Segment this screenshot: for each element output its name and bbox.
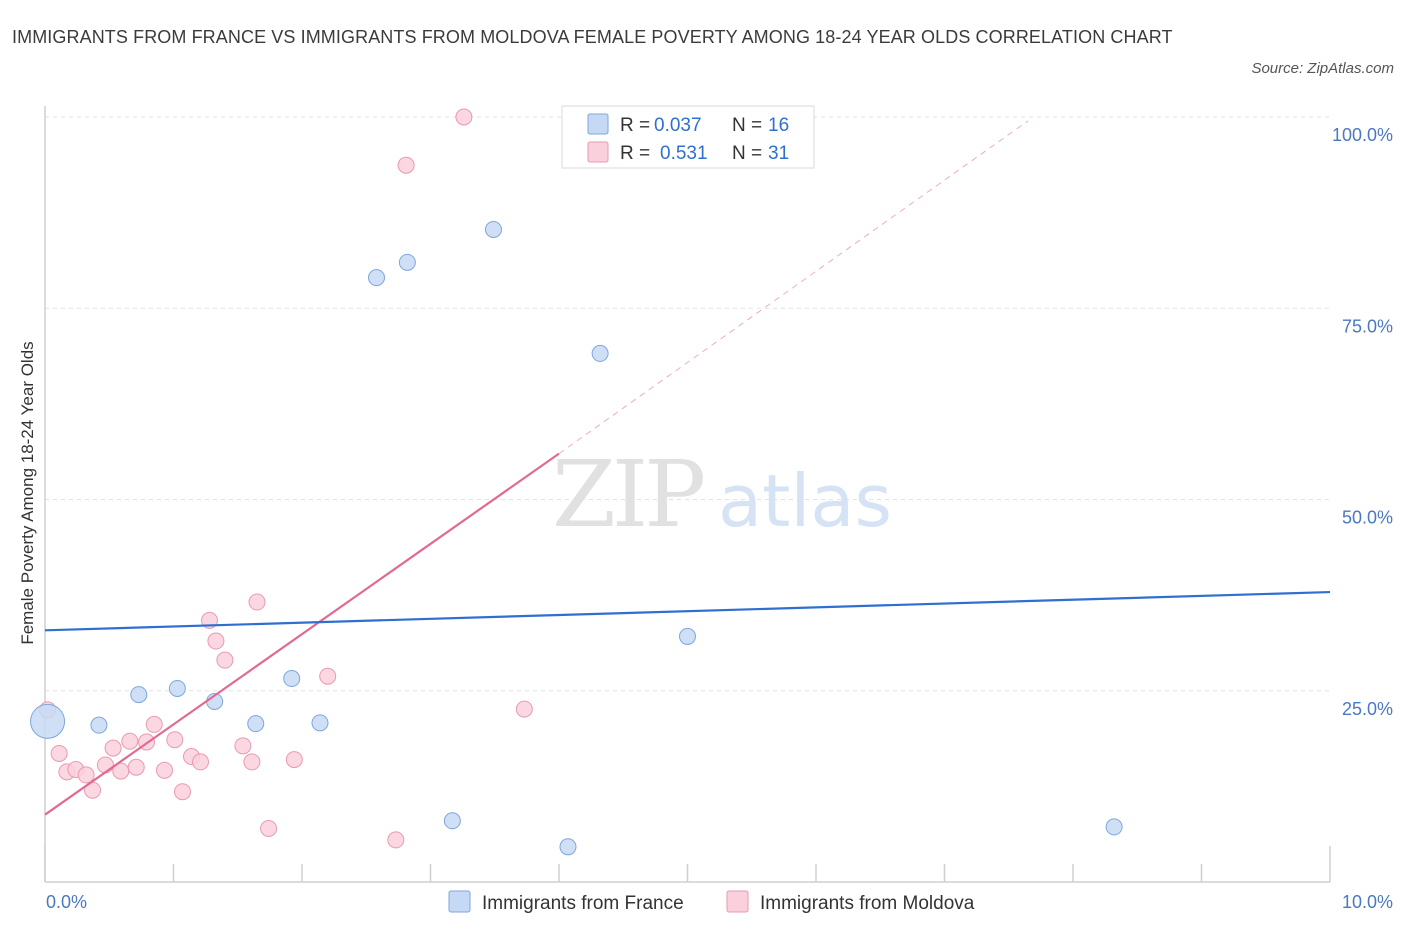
- point-france-8: [368, 269, 386, 287]
- point-moldova-10: [127, 758, 145, 776]
- point-france-9: [398, 253, 416, 271]
- point-france-5: [247, 715, 265, 733]
- point-france-3: [168, 679, 186, 697]
- chart-title: IMMIGRANTS FROM FRANCE VS IMMIGRANTS FRO…: [12, 27, 1173, 47]
- y-tick-label-0: 25.0%: [1342, 699, 1393, 719]
- trend-line-moldova-extension: [558, 120, 1029, 455]
- point-moldova-20: [216, 651, 234, 669]
- watermark-atlas: atlas: [718, 459, 892, 543]
- y-tick-labels: 25.0% 50.0% 75.0% 100.0%: [1332, 125, 1393, 719]
- watermark-zip: ZIP: [552, 441, 703, 548]
- point-moldova-28: [397, 156, 415, 174]
- legend-bottom: Immigrants from France Immigrants from M…: [448, 890, 975, 914]
- point-france-13: [443, 812, 461, 830]
- legend-top: R = 0.037 N = 16 R = 0.531 N = 31: [561, 105, 815, 169]
- y-axis-title: Female Poverty Among 18-24 Year Olds: [18, 341, 37, 644]
- chart-source: Source: ZipAtlas.com: [1251, 60, 1394, 77]
- legend-swatch-moldova: [587, 141, 609, 163]
- legend-moldova-n-label: N =: [732, 143, 767, 164]
- point-moldova-27: [387, 831, 405, 849]
- point-moldova-14: [166, 731, 184, 749]
- point-moldova-9: [121, 732, 139, 750]
- point-moldova-23: [248, 593, 266, 611]
- point-moldova-24: [260, 819, 278, 837]
- point-moldova-21: [234, 737, 252, 755]
- point-moldova-12: [145, 715, 163, 733]
- point-france-2: [130, 686, 148, 704]
- legend-france-n-value: 16: [768, 115, 789, 136]
- point-france-6: [283, 670, 301, 688]
- y-tick-label-1: 50.0%: [1342, 508, 1393, 528]
- x-tick-labels: 0.0% 10.0%: [46, 892, 1393, 912]
- point-moldova-30: [515, 700, 533, 718]
- legend-bottom-label-moldova: Immigrants from Moldova: [760, 893, 975, 914]
- point-moldova-1: [50, 744, 68, 762]
- point-france-7: [311, 714, 329, 732]
- point-france-14: [559, 838, 577, 856]
- y-tick-label-2: 75.0%: [1342, 316, 1393, 336]
- point-france-0: [30, 703, 66, 739]
- legend-moldova-r-label: R =: [620, 143, 655, 164]
- point-moldova-7: [104, 739, 122, 757]
- trend-line-moldova: [44, 452, 560, 816]
- point-moldova-15: [173, 783, 191, 801]
- trend-lines: [558, 120, 1029, 455]
- point-moldova-22: [243, 753, 261, 771]
- point-moldova-17: [191, 753, 209, 771]
- legend-france-n-label: N =: [732, 115, 767, 136]
- point-moldova-13: [156, 761, 174, 779]
- legend-bottom-swatch-france: [448, 890, 471, 913]
- legend-france-r-value: 0.037: [654, 115, 702, 136]
- point-moldova-25: [285, 751, 303, 769]
- point-moldova-19: [207, 632, 225, 650]
- point-moldova-26: [319, 667, 337, 685]
- legend-france-r-label: R =: [620, 115, 655, 136]
- point-moldova-6: [96, 756, 114, 774]
- x-tick-label-0: 0.0%: [46, 892, 87, 912]
- legend-swatch-france: [587, 113, 609, 135]
- point-france-11: [591, 344, 609, 362]
- data-points: [30, 108, 1331, 856]
- point-moldova-29: [455, 108, 473, 126]
- trend-line-france: [44, 590, 1331, 632]
- point-france-15: [1105, 818, 1123, 836]
- x-tick-label-1: 10.0%: [1342, 892, 1393, 912]
- y-tick-label-3: 100.0%: [1332, 125, 1393, 145]
- watermark: ZIP atlas: [552, 441, 892, 548]
- legend-moldova-n-value: 31: [768, 143, 789, 164]
- axes: [44, 106, 1331, 883]
- point-france-12: [679, 627, 696, 645]
- point-moldova-4: [77, 766, 95, 784]
- legend-bottom-swatch-moldova: [726, 890, 749, 913]
- legend-moldova-r-value: 0.531: [660, 143, 708, 164]
- point-france-10: [484, 220, 502, 238]
- point-france-1: [90, 716, 108, 734]
- grid: [45, 116, 1330, 692]
- legend-bottom-label-france: Immigrants from France: [482, 893, 684, 914]
